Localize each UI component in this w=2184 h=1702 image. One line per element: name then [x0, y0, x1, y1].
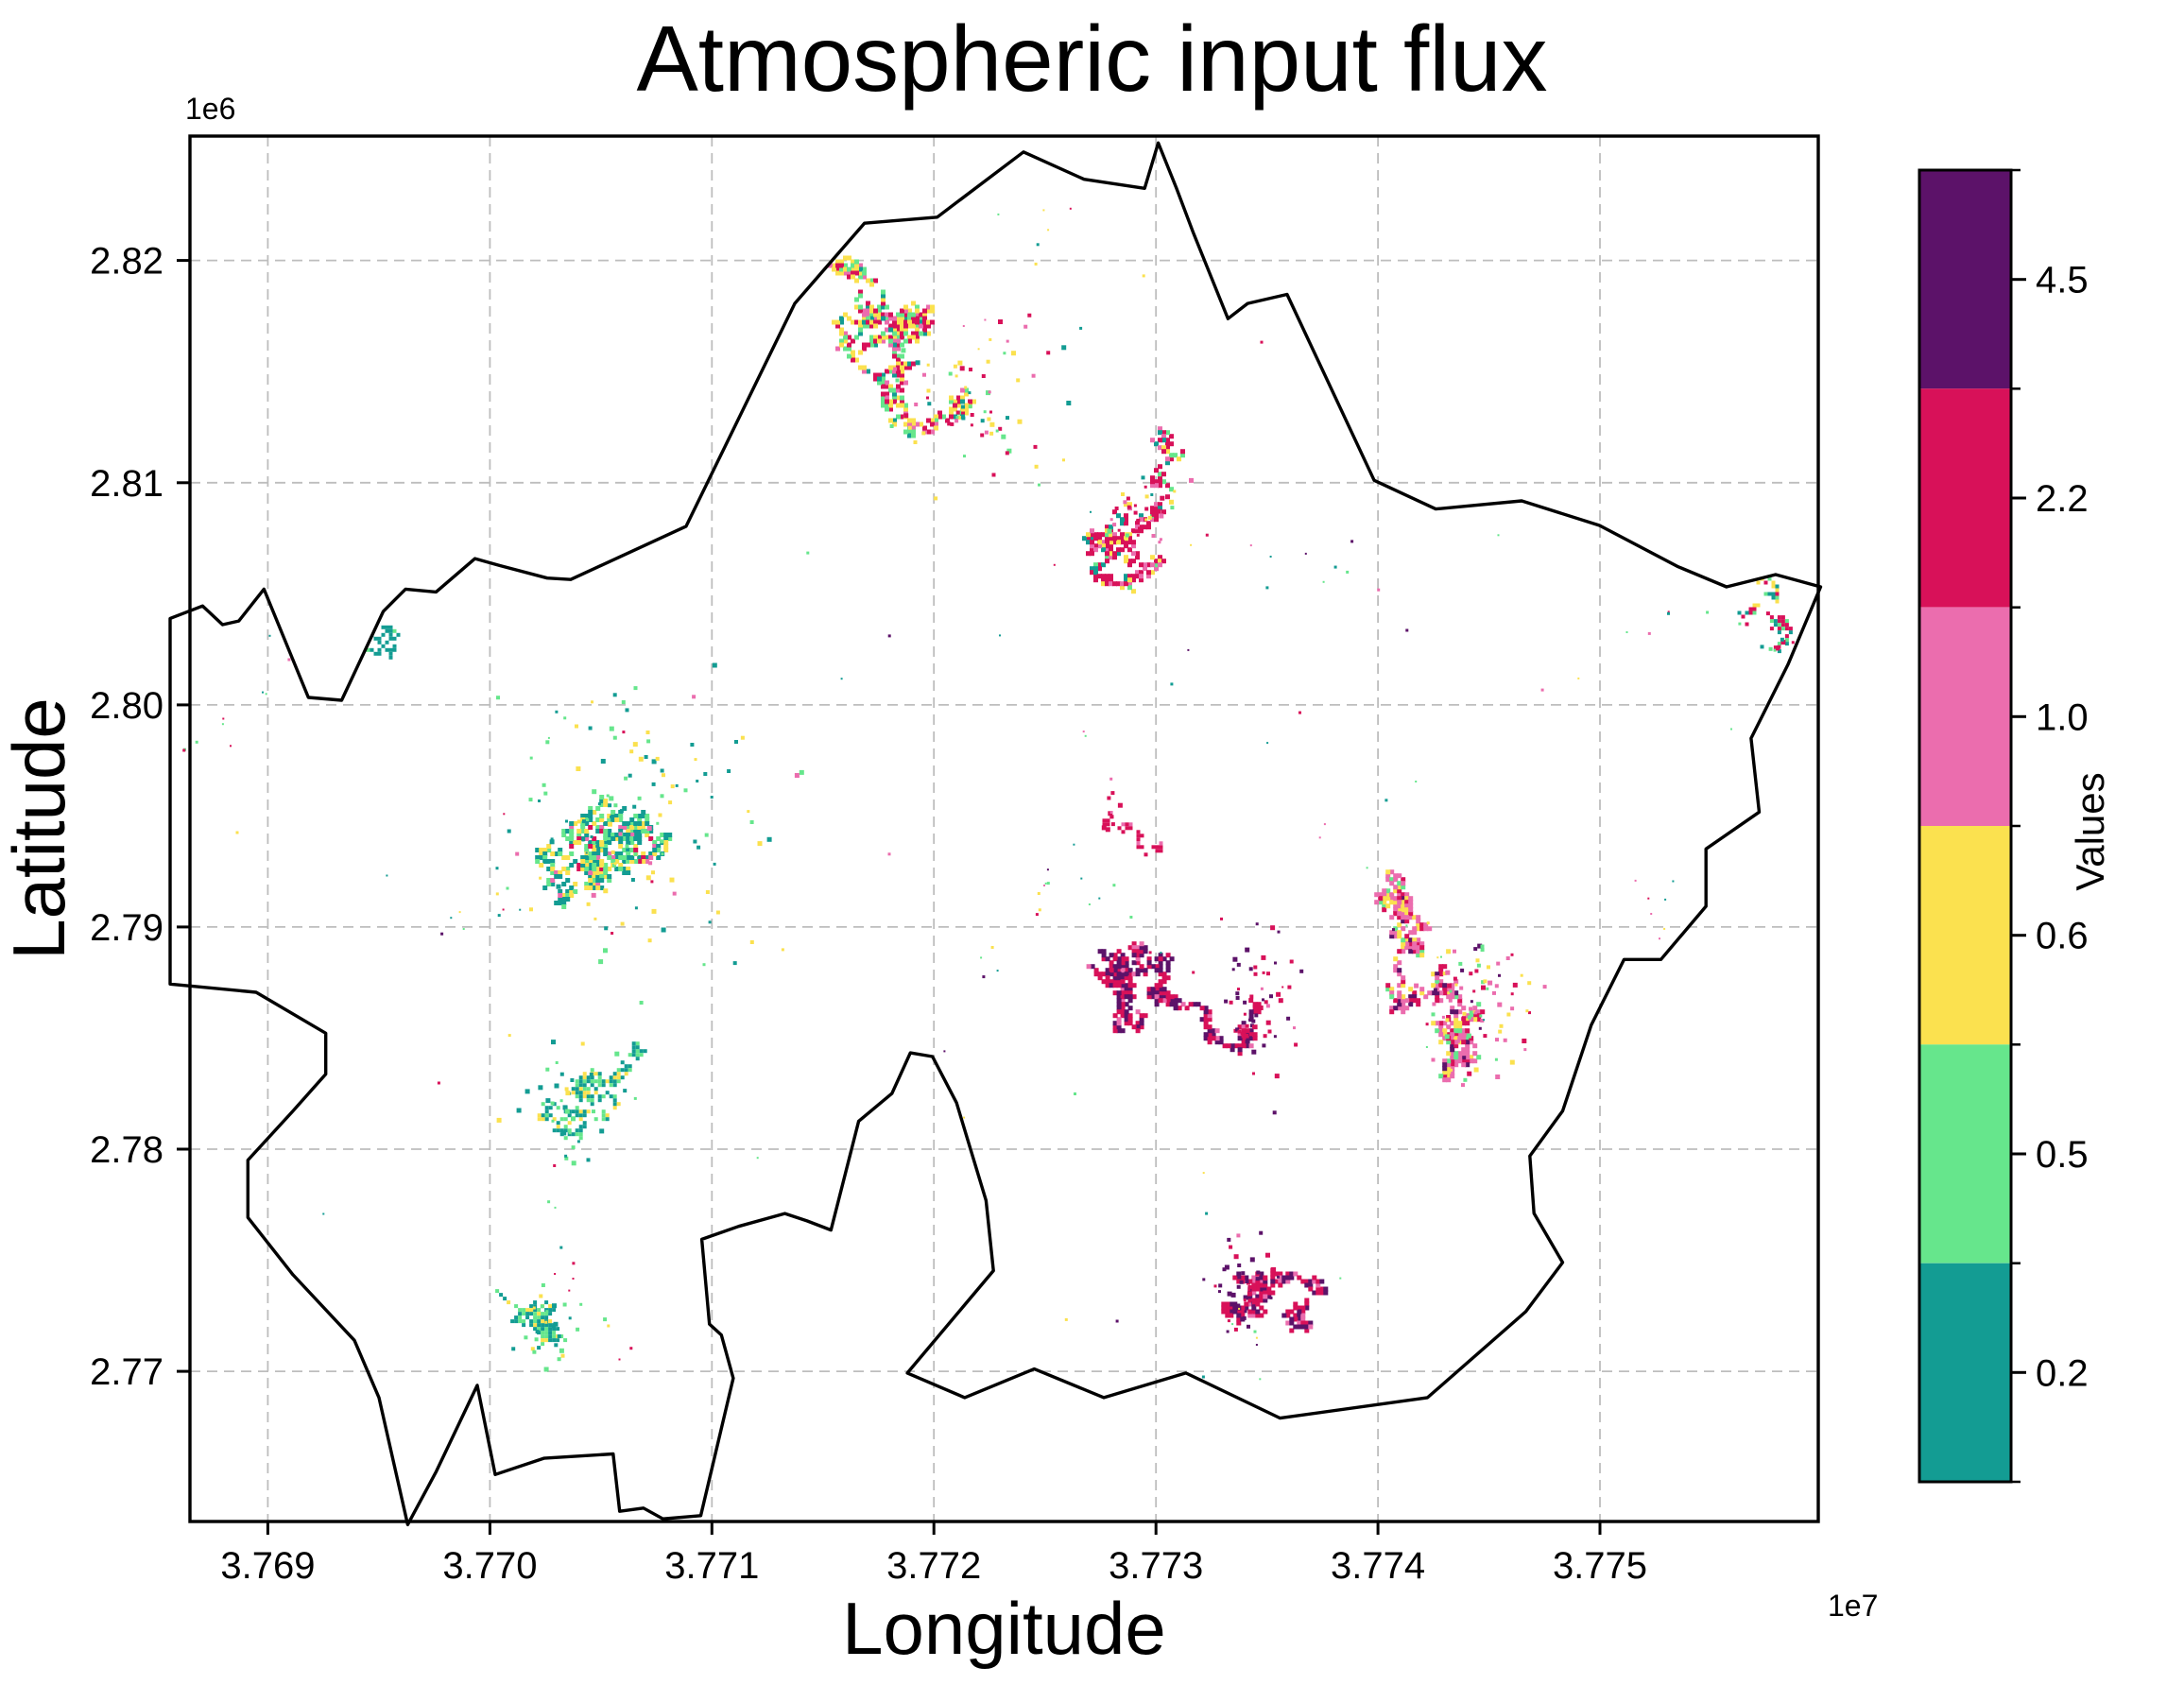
svg-text:Longitude: Longitude: [842, 1587, 1166, 1670]
svg-text:1e6: 1e6: [185, 92, 235, 126]
svg-text:3.774: 3.774: [1331, 1545, 1425, 1587]
svg-text:2.78: 2.78: [90, 1129, 163, 1171]
svg-text:3.771: 3.771: [664, 1545, 759, 1587]
svg-text:3.769: 3.769: [220, 1545, 315, 1587]
svg-text:Values: Values: [2068, 772, 2112, 890]
svg-text:0.6: 0.6: [2036, 916, 2089, 957]
svg-text:2.81: 2.81: [90, 463, 163, 505]
svg-text:2.2: 2.2: [2036, 478, 2089, 520]
svg-text:1e7: 1e7: [1828, 1589, 1878, 1623]
svg-text:3.773: 3.773: [1109, 1545, 1203, 1587]
svg-text:3.772: 3.772: [886, 1545, 981, 1587]
svg-text:Latitude: Latitude: [0, 697, 80, 960]
svg-text:2.77: 2.77: [90, 1351, 163, 1393]
svg-text:2.79: 2.79: [90, 907, 163, 949]
svg-text:3.770: 3.770: [442, 1545, 537, 1587]
svg-text:0.5: 0.5: [2036, 1134, 2089, 1176]
svg-text:2.80: 2.80: [90, 685, 163, 727]
svg-text:0.2: 0.2: [2036, 1352, 2089, 1394]
svg-text:2.82: 2.82: [90, 241, 163, 283]
svg-text:1.0: 1.0: [2036, 696, 2089, 738]
svg-text:4.5: 4.5: [2036, 260, 2089, 301]
svg-text:3.775: 3.775: [1553, 1545, 1647, 1587]
